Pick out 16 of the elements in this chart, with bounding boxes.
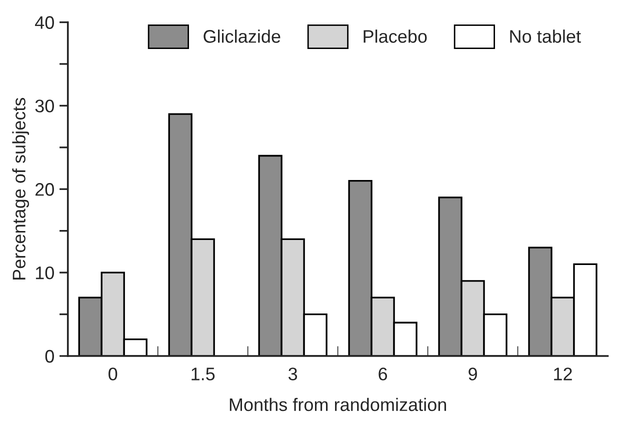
y-tick-label: 0	[45, 350, 54, 363]
legend-label: Placebo	[364, 30, 427, 43]
x-tick-label: 6	[378, 368, 388, 380]
legend-label: Gliclazide	[204, 30, 280, 43]
y-tick-label: 10	[36, 266, 54, 280]
y-tick-label: 30	[35, 100, 54, 112]
y-tick-label: 20	[36, 183, 54, 196]
legend-label: No tablet	[510, 30, 581, 43]
x-tick-label: 3	[288, 368, 298, 380]
y-tick-label: 40	[35, 16, 54, 29]
y-axis-title: Percentage of subjects	[12, 98, 30, 280]
x-tick-label: 0	[108, 368, 118, 380]
x-tick-label: 1.5	[192, 368, 215, 380]
x-tick-label: 9	[468, 368, 477, 380]
x-axis-title: Months from randomization	[230, 398, 446, 412]
x-tick-label: 12	[554, 368, 572, 380]
